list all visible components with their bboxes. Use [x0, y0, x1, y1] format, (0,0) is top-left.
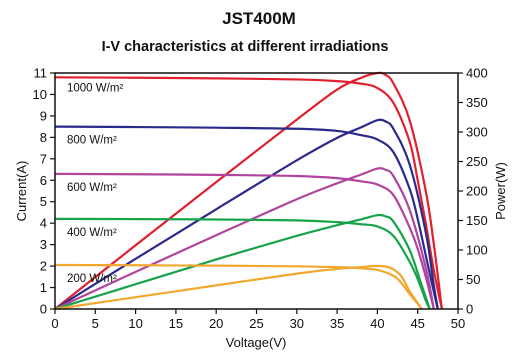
x-tick-label: 35 — [330, 316, 344, 331]
x-tick-label: 45 — [410, 316, 424, 331]
y-left-tick-label: 9 — [40, 108, 47, 123]
y-axis-left: 0 1 2 3 4 5 6 7 8 9 10 11 — [33, 66, 55, 317]
y-right-tick-label: 150 — [466, 213, 488, 228]
y-left-tick-label: 4 — [40, 216, 47, 231]
x-tick-label: 0 — [51, 316, 58, 331]
pv-curve-2 — [54, 167, 435, 310]
y-left-tick-label: 5 — [40, 194, 47, 209]
y-left-tick-label: 6 — [40, 173, 47, 188]
pv-curve-1 — [54, 118, 439, 310]
y-left-tick-label: 7 — [40, 151, 47, 166]
y-left-tick-label: 0 — [40, 302, 47, 317]
x-tick-label: 30 — [290, 316, 304, 331]
irradiance-labels: 1000 W/m² 800 W/m² 600 W/m² 400 W/m² 200 W/m… — [67, 82, 123, 285]
x-tick-label: 5 — [92, 316, 99, 331]
y-right-tick-label: 300 — [466, 125, 488, 140]
y-axis-left-title: Current(A) — [14, 161, 29, 222]
y-right-tick-label: 50 — [466, 272, 480, 287]
y-left-tick-label: 1 — [40, 280, 47, 295]
x-axis: 0 5 10 15 20 25 30 35 40 45 50 — [51, 309, 465, 331]
irradiance-label-4: 200 W/m² — [67, 273, 117, 285]
chart-title: JST400M — [222, 9, 296, 28]
pv-curve-0 — [54, 71, 443, 310]
iv-curve-3 — [54, 217, 431, 310]
y-right-tick-label: 350 — [466, 95, 488, 110]
iv-curve-1 — [54, 125, 439, 310]
y-left-tick-label: 3 — [40, 237, 47, 252]
y-left-tick-label: 11 — [34, 66, 48, 81]
chart-marks — [54, 71, 443, 311]
x-tick-label: 25 — [249, 316, 263, 331]
x-tick-label: 15 — [169, 316, 183, 331]
y-right-tick-label: 100 — [466, 243, 488, 258]
y-left-tick-label: 8 — [40, 130, 47, 145]
irradiance-label-2: 600 W/m² — [67, 182, 117, 194]
y-right-tick-label: 0 — [466, 302, 473, 317]
y-left-tick-label: 10 — [33, 87, 47, 102]
chart-subtitle: I-V characteristics at different irradia… — [102, 39, 389, 55]
y-right-tick-label: 250 — [466, 154, 488, 169]
iv-curve-2 — [54, 172, 435, 310]
x-tick-label: 50 — [451, 316, 465, 331]
irradiance-label-3: 400 W/m² — [67, 227, 117, 239]
irradiance-label-0: 1000 W/m² — [67, 82, 123, 94]
x-tick-label: 10 — [128, 316, 142, 331]
iv-curve-4 — [54, 263, 423, 310]
x-tick-label: 40 — [370, 316, 384, 331]
iv-curve-0 — [54, 76, 443, 310]
x-axis-title: Voltage(V) — [226, 335, 287, 350]
y-axis-right: 0 50 100 150 200 250 300 350 400 — [458, 66, 488, 317]
irradiance-label-1: 800 W/m² — [67, 135, 117, 147]
pv-curve-3 — [54, 213, 431, 311]
y-left-tick-label: 2 — [40, 259, 47, 274]
y-right-tick-label: 400 — [466, 66, 488, 81]
y-right-tick-label: 200 — [466, 184, 488, 199]
x-tick-label: 20 — [209, 316, 223, 331]
pv-curve-4 — [54, 264, 423, 311]
y-axis-right-title: Power(W) — [493, 162, 508, 220]
